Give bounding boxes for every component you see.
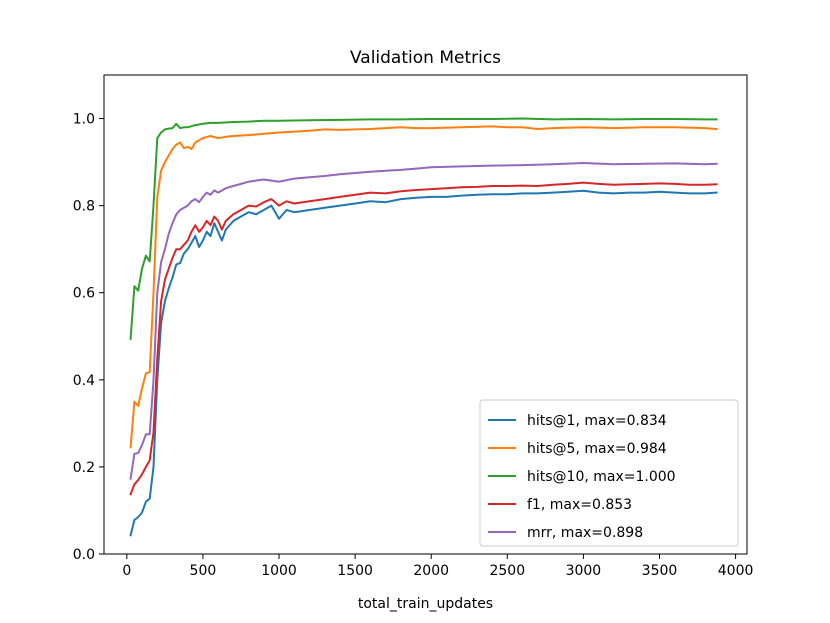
legend-label: mrr, max=0.898 <box>527 525 643 541</box>
y-tick-label: 0.2 <box>73 460 95 476</box>
x-tick-label: 2000 <box>413 563 449 579</box>
y-tick-label: 1.0 <box>73 112 95 128</box>
y-tick-label: 0.6 <box>73 286 95 302</box>
x-tick-label: 3500 <box>642 563 678 579</box>
x-tick-label: 0 <box>122 563 131 579</box>
x-axis-ticks: 0 500 1000 1500 2000 2500 3000 3500 4000 <box>122 554 753 579</box>
series-line-4 <box>129 162 718 480</box>
legend-label: hits@5, max=0.984 <box>527 441 667 457</box>
y-tick-label: 0.0 <box>73 547 95 563</box>
series-line-1 <box>129 125 718 449</box>
x-tick-label: 3000 <box>566 563 602 579</box>
legend-label: f1, max=0.853 <box>527 497 632 513</box>
series-line-0 <box>129 189 718 537</box>
x-tick-label: 500 <box>190 563 217 579</box>
legend: hits@1, max=0.834 hits@5, max=0.984 hits@1… <box>479 399 739 547</box>
x-tick-label: 1500 <box>337 563 373 579</box>
x-tick-label: 4000 <box>718 563 754 579</box>
legend-label: hits@1, max=0.834 <box>527 413 667 429</box>
legend-label: hits@10, max=1.000 <box>527 469 676 485</box>
legend-frame <box>479 399 739 547</box>
y-axis-ticks: 0.0 0.2 0.4 0.6 0.8 1.0 <box>73 112 104 563</box>
x-tick-label: 1000 <box>261 563 297 579</box>
y-tick-label: 0.8 <box>73 199 95 215</box>
series-line-3 <box>129 181 718 496</box>
x-axis-label: total_train_updates <box>358 596 493 612</box>
y-tick-label: 0.4 <box>73 373 95 389</box>
series-layer <box>129 117 718 537</box>
x-tick-label: 2500 <box>489 563 525 579</box>
series-line-2 <box>129 117 718 340</box>
plot-frame <box>103 74 748 555</box>
chart-title: Validation Metrics <box>350 48 501 68</box>
